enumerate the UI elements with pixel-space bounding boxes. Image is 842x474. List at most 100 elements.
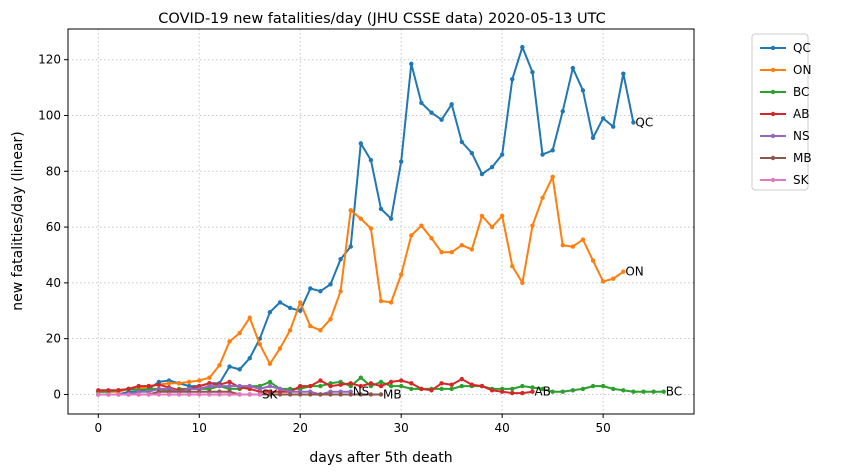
data-point-qc	[247, 356, 252, 361]
data-point-ab	[146, 383, 151, 389]
data-point-on	[277, 346, 283, 351]
data-point-bc	[267, 379, 273, 385]
legend-label-qc: QC	[793, 41, 811, 55]
end-labels: QC ON BC AB NS MB SK	[262, 115, 682, 401]
x-axis-label: days after 5th death	[309, 450, 452, 466]
data-point-on	[590, 258, 596, 263]
legend-item-sk: SK	[760, 173, 810, 187]
legend-item-ns: NS	[760, 129, 810, 143]
data-point-on	[318, 328, 323, 333]
data-point-bc	[520, 383, 525, 389]
data-point-on	[328, 316, 333, 322]
data-point-ab	[348, 381, 353, 386]
data-point-bc	[540, 386, 545, 392]
data-point-qc	[540, 152, 545, 157]
legend-item-mb: MB	[760, 151, 812, 165]
data-point-on	[429, 236, 434, 241]
data-point-bc	[388, 383, 394, 389]
series-line-qc	[98, 46, 635, 396]
data-point-qc	[449, 102, 454, 107]
data-point-qc	[469, 150, 475, 156]
data-point-ab	[227, 379, 232, 385]
data-point-sk	[126, 392, 131, 397]
data-point-qc	[530, 70, 535, 75]
data-point-sk	[166, 392, 172, 397]
data-point-qc	[419, 100, 424, 106]
data-point-ab	[510, 390, 515, 396]
data-point-sk	[116, 392, 121, 397]
data-point-bc	[621, 388, 626, 393]
data-point-qc	[479, 171, 485, 177]
chart-title: COVID-19 new fatalities/day (JHU CSSE da…	[158, 11, 605, 27]
legend-item-ab: AB	[760, 107, 809, 121]
legend-item-on: ON	[760, 63, 811, 77]
data-point-ab	[449, 382, 454, 387]
data-point-on	[338, 289, 343, 294]
legend-box	[751, 33, 809, 191]
data-point-qc	[510, 77, 515, 82]
y-tick-label: 80	[46, 164, 61, 178]
data-point-qc	[600, 116, 606, 121]
data-point-on	[227, 339, 232, 344]
data-point-bc	[651, 389, 656, 394]
data-point-ns	[217, 383, 222, 389]
data-point-on	[489, 224, 495, 230]
data-point-ab	[530, 389, 535, 394]
data-point-on	[237, 330, 242, 336]
legend-label-bc: BC	[793, 85, 809, 99]
data-point-ab	[409, 381, 414, 386]
data-point-on	[207, 375, 212, 380]
data-point-on	[580, 237, 586, 242]
data-point-qc	[318, 289, 323, 294]
data-point-ab	[116, 388, 121, 393]
x-tick-label: 30	[394, 421, 409, 435]
data-point-bc	[530, 385, 535, 390]
data-point-qc	[227, 364, 232, 369]
data-point-sk	[136, 392, 141, 397]
end-label-sk: SK	[262, 387, 279, 401]
y-tick-label: 20	[46, 332, 61, 346]
data-point-qc	[570, 65, 576, 71]
data-point-sk	[156, 392, 162, 397]
data-point-sk	[207, 392, 212, 397]
data-point-qc	[328, 282, 333, 287]
data-point-ab	[520, 390, 525, 396]
data-point-bc	[459, 383, 464, 389]
data-point-bc	[560, 389, 565, 394]
legend: QC ON BC AB NS MB SK	[751, 33, 812, 191]
data-point-mb	[277, 392, 283, 397]
legend-item-bc: BC	[760, 85, 809, 99]
plot-frame	[67, 28, 695, 415]
end-label-on: ON	[625, 265, 643, 279]
data-point-on	[600, 279, 606, 284]
data-point-on	[409, 233, 414, 238]
data-point-ab	[499, 389, 505, 394]
data-point-on	[621, 269, 626, 274]
data-point-on	[469, 247, 475, 252]
legend-marker-on	[770, 67, 776, 73]
data-point-sk	[247, 392, 252, 397]
x-ticks: 0 10 20 30 40 50	[94, 414, 611, 435]
data-point-on	[197, 378, 202, 383]
data-point-qc	[621, 71, 626, 76]
x-tick-label: 50	[595, 421, 610, 435]
series-qc	[96, 44, 636, 397]
data-point-bc	[600, 383, 606, 389]
data-point-on	[459, 243, 464, 248]
data-point-mb	[368, 392, 374, 397]
data-point-ab	[469, 382, 475, 387]
data-point-ab	[489, 388, 495, 393]
data-point-ns	[237, 383, 242, 389]
data-point-on	[378, 298, 384, 304]
legend-marker-mb	[770, 155, 776, 161]
data-point-on	[267, 361, 273, 366]
data-point-bc	[318, 383, 323, 389]
y-axis-label: new fatalities/day (linear)	[10, 131, 26, 310]
legend-label-ns: NS	[793, 129, 810, 143]
data-point-qc	[550, 148, 555, 153]
data-point-ns	[277, 386, 283, 392]
data-point-ab	[136, 383, 141, 389]
data-point-on	[348, 208, 353, 213]
data-point-bc	[580, 386, 586, 392]
